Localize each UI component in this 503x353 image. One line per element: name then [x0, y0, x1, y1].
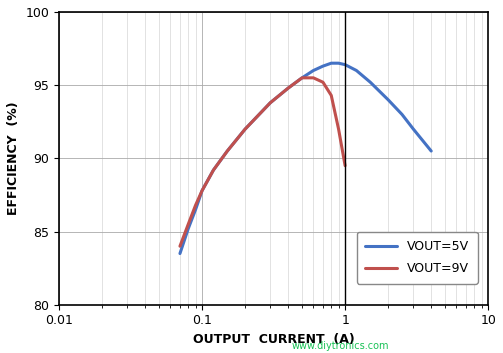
VOUT=5V: [285, 86, 291, 90]
VOUT=9V: [285, 86, 291, 90]
VOUT=5V: [354, 68, 360, 73]
VOUT=5V: [342, 62, 348, 67]
VOUT=9V: [224, 149, 230, 153]
VOUT=9V: [185, 222, 191, 226]
VOUT=9V: [299, 76, 305, 80]
VOUT=9V: [342, 163, 348, 168]
VOUT=9V: [336, 127, 342, 131]
Text: www.diytronics.com: www.diytronics.com: [292, 341, 389, 351]
Legend: VOUT=5V, VOUT=9V: VOUT=5V, VOUT=9V: [357, 232, 477, 284]
VOUT=9V: [177, 244, 183, 248]
VOUT=5V: [177, 251, 183, 256]
Y-axis label: EFFICIENCY  (%): EFFICIENCY (%): [7, 102, 20, 215]
VOUT=5V: [185, 227, 191, 231]
VOUT=9V: [320, 80, 326, 84]
VOUT=5V: [199, 189, 205, 193]
VOUT=9V: [242, 127, 248, 131]
VOUT=5V: [299, 76, 305, 80]
VOUT=9V: [199, 189, 205, 193]
VOUT=5V: [328, 61, 334, 65]
Line: VOUT=9V: VOUT=9V: [180, 78, 345, 246]
VOUT=5V: [336, 61, 342, 65]
VOUT=5V: [224, 149, 230, 153]
VOUT=5V: [367, 80, 373, 84]
VOUT=9V: [328, 93, 334, 97]
VOUT=5V: [193, 208, 199, 212]
VOUT=5V: [310, 68, 316, 73]
VOUT=9V: [210, 168, 216, 172]
VOUT=9V: [193, 203, 199, 207]
VOUT=9V: [267, 101, 273, 105]
VOUT=5V: [267, 101, 273, 105]
Line: VOUT=5V: VOUT=5V: [180, 63, 431, 253]
VOUT=5V: [399, 112, 405, 116]
X-axis label: OUTPUT  CURRENT  (A): OUTPUT CURRENT (A): [193, 333, 355, 346]
VOUT=5V: [320, 64, 326, 68]
VOUT=5V: [210, 168, 216, 172]
VOUT=5V: [410, 127, 416, 131]
VOUT=5V: [242, 127, 248, 131]
VOUT=5V: [428, 149, 434, 153]
VOUT=9V: [310, 76, 316, 80]
VOUT=5V: [385, 98, 391, 102]
